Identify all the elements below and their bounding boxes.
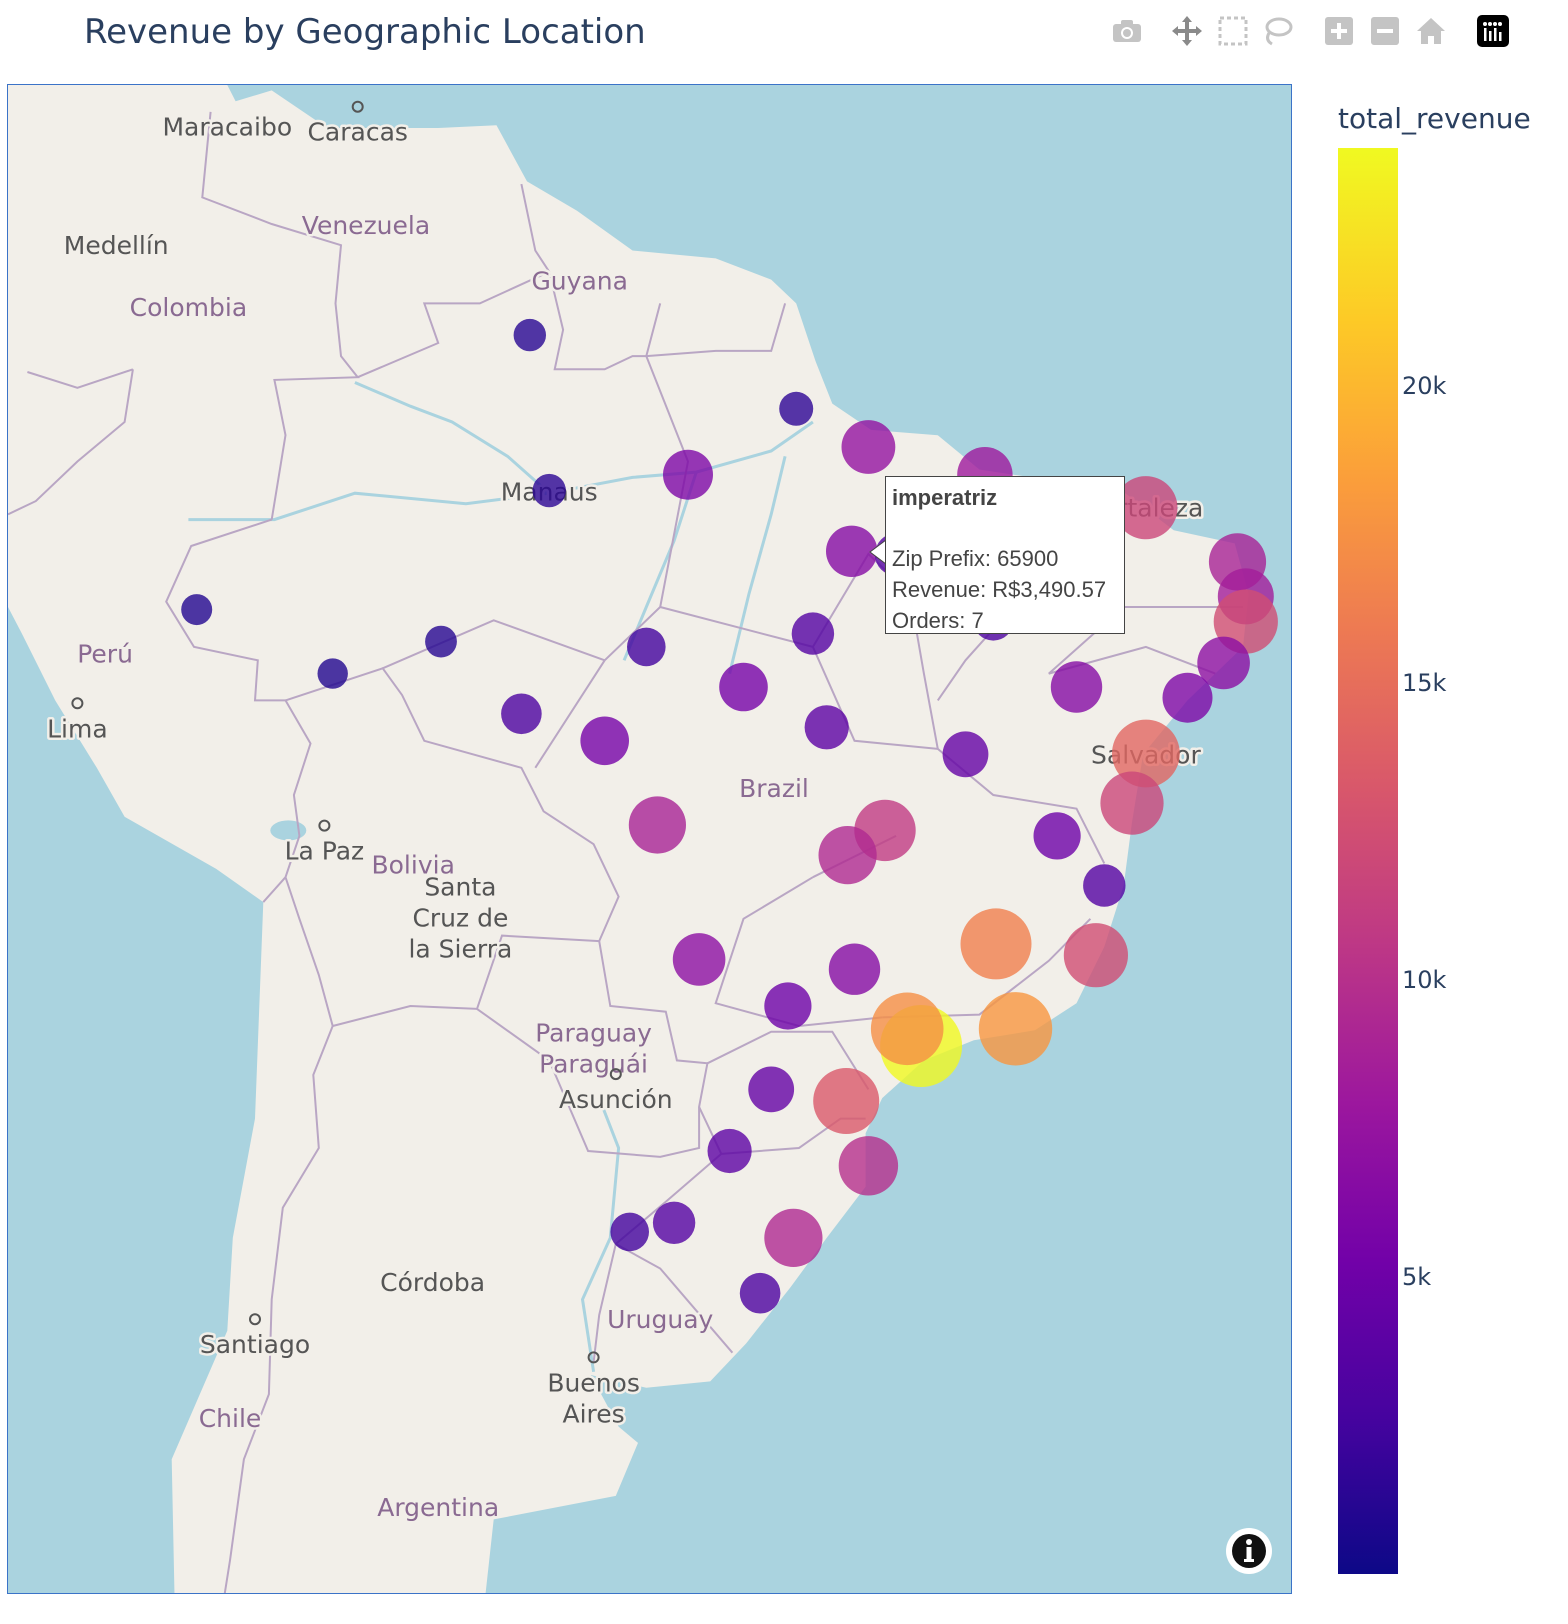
hover-tooltip: imperatriz Zip Prefix: 65900 Revenue: R$… (869, 476, 1127, 636)
revenue-point[interactable] (1050, 661, 1103, 713)
revenue-point[interactable] (707, 1128, 752, 1174)
map-labels: Maracaibo Caracas Medellín Venezuela Guyana C… (45, 100, 1206, 1525)
modebar (1110, 8, 1550, 52)
map-label-guyana: Guyana (531, 267, 628, 296)
map-label-per-: Perú (77, 639, 133, 668)
revenue-point[interactable] (764, 1208, 823, 1267)
lasso-icon[interactable] (1260, 14, 1294, 48)
revenue-point[interactable] (627, 627, 666, 667)
map-label-bolivia: Bolivia (371, 850, 454, 879)
box-select-icon[interactable] (1216, 14, 1250, 48)
colorbar-title: total_revenue (1338, 102, 1531, 135)
revenue-point[interactable] (1100, 771, 1164, 835)
colorbar-tick-label: 15k (1402, 669, 1447, 697)
map-label-caracas: Caracas (307, 118, 407, 147)
capital-marker-icon (587, 1351, 600, 1364)
map-label-brazil: Brazil (739, 774, 809, 803)
colorbar-tick-label: 10k (1402, 966, 1447, 994)
tooltip-zip: Zip Prefix: 65900 (892, 546, 1059, 571)
map-label-colombia: Colombia (130, 293, 247, 322)
map-label-lima: Lima (47, 714, 108, 743)
pan-icon[interactable] (1170, 14, 1204, 48)
map-label-cruz-de: Cruz de (412, 904, 508, 933)
revenue-point[interactable] (425, 625, 457, 658)
revenue-point[interactable] (960, 908, 1032, 980)
map-label-buenos: Buenos (547, 1368, 640, 1397)
tooltip-box: imperatriz Zip Prefix: 65900 Revenue: R$… (885, 476, 1125, 634)
plotly-logo-icon[interactable] (1476, 14, 1510, 48)
revenue-point[interactable] (748, 1066, 795, 1113)
map-label-c-rdoba: Córdoba (380, 1268, 485, 1297)
revenue-point[interactable] (672, 933, 726, 986)
tooltip-orders: Orders: 7 (892, 608, 984, 633)
revenue-point[interactable] (513, 318, 546, 352)
revenue-point[interactable] (791, 612, 835, 655)
revenue-point[interactable] (181, 594, 213, 626)
capital-marker-icon (609, 1068, 622, 1081)
revenue-point[interactable] (813, 1068, 880, 1134)
revenue-point[interactable] (1083, 864, 1126, 907)
colorbar (1338, 148, 1398, 1574)
map-label-argentina: Argentina (377, 1493, 499, 1522)
map-label-paraguay: Paraguay (535, 1019, 652, 1048)
map-label-uruguay: Uruguay (607, 1305, 713, 1334)
zoom-in-icon[interactable] (1322, 14, 1356, 48)
revenue-point[interactable] (818, 826, 877, 885)
map-label-medell-n: Medellín (64, 231, 169, 260)
map-label-asunci-n: Asunción (559, 1085, 673, 1114)
reset-home-icon[interactable] (1414, 14, 1448, 48)
zoom-out-icon[interactable] (1368, 14, 1402, 48)
revenue-point[interactable] (826, 525, 878, 577)
revenue-point[interactable] (804, 705, 849, 750)
revenue-point[interactable] (580, 716, 629, 766)
map-label-santiago: Santiago (200, 1330, 310, 1359)
revenue-point[interactable] (501, 693, 542, 735)
map-label-aires: Aires (563, 1399, 625, 1428)
map-label-chile: Chile (199, 1404, 262, 1433)
revenue-point[interactable] (628, 796, 687, 854)
colorbar-tick-label: 20k (1402, 372, 1447, 400)
colorbar-tick-label: 5k (1402, 1263, 1432, 1291)
revenue-point[interactable] (764, 982, 812, 1030)
revenue-point[interactable] (610, 1212, 649, 1252)
map-area[interactable]: Maracaibo Caracas Medellín Venezuela Guyana C… (7, 84, 1292, 1594)
tooltip-city-name: imperatriz (892, 485, 998, 510)
map-label-maracaibo: Maracaibo (162, 112, 292, 141)
revenue-point[interactable] (663, 449, 713, 500)
map-label-paragu-i: Paraguái (539, 1050, 648, 1079)
map-label-venezuela: Venezuela (302, 211, 430, 240)
info-icon[interactable] (1226, 1528, 1272, 1574)
revenue-point[interactable] (870, 992, 944, 1066)
camera-icon[interactable] (1110, 14, 1144, 48)
revenue-point[interactable] (942, 731, 989, 778)
map-label-la-sierra: la Sierra (408, 935, 512, 964)
map-label-santa: Santa (424, 873, 496, 902)
revenue-point[interactable] (739, 1272, 781, 1314)
revenue-point[interactable] (779, 391, 814, 426)
revenue-point[interactable] (978, 992, 1053, 1066)
revenue-point[interactable] (841, 420, 896, 474)
revenue-point[interactable] (719, 662, 768, 712)
revenue-point[interactable] (652, 1201, 696, 1245)
revenue-point[interactable] (1197, 636, 1250, 690)
revenue-point[interactable] (828, 943, 881, 995)
revenue-point[interactable] (317, 658, 348, 689)
chart-title: Revenue by Geographic Location (84, 12, 646, 52)
revenue-points (181, 318, 1278, 1314)
tooltip-revenue: Revenue: R$3,490.57 (892, 577, 1107, 602)
capital-marker-icon (318, 819, 331, 832)
revenue-point[interactable] (838, 1136, 899, 1196)
revenue-point[interactable] (1162, 672, 1213, 723)
revenue-point[interactable] (1063, 923, 1128, 988)
capital-marker-icon (249, 1313, 261, 1326)
revenue-point[interactable] (1114, 476, 1178, 540)
capital-marker-icon (351, 100, 364, 113)
capital-marker-icon (71, 697, 84, 710)
revenue-point[interactable] (1033, 812, 1081, 860)
revenue-point[interactable] (1112, 719, 1180, 788)
map-label-la-paz: La Paz (285, 837, 365, 866)
revenue-point[interactable] (532, 473, 566, 508)
